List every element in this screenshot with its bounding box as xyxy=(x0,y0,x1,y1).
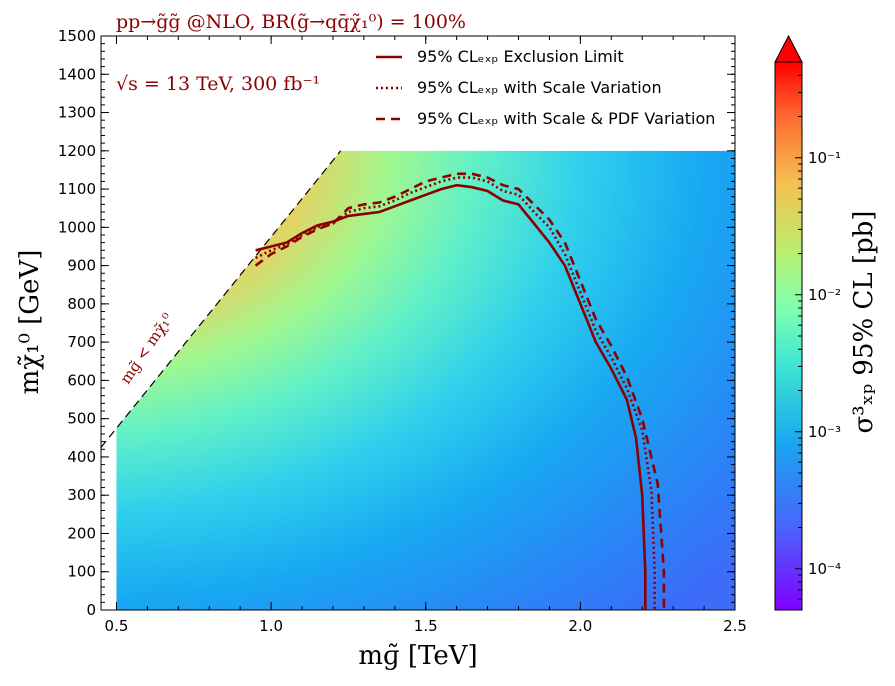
chart-title: pp→g̃g̃ @NLO, BR(g̃→qq̄χ̃₁⁰) = 100% xyxy=(116,11,466,33)
y-tick-label: 0 xyxy=(86,601,96,619)
legend-entry: 95% CLₑₓₚ with Scale Variation xyxy=(417,78,662,97)
colorbar-tick-label: 10⁻⁴ xyxy=(808,560,841,578)
x-tick-label: 2.5 xyxy=(723,617,747,635)
colorbar: 10⁻¹ 10⁻² 10⁻³ 10⁻⁴ σ³ₓₚ 95% CL [pb] xyxy=(774,34,879,611)
colorbar-bar xyxy=(774,61,803,611)
diagonal-boundary-line xyxy=(101,150,342,448)
energy-annotation: √s = 13 TeV, 300 fb⁻¹ xyxy=(116,73,320,95)
contour-line-solid xyxy=(255,183,647,610)
x-tick-label: 1.5 xyxy=(414,617,438,635)
x-axis-title: mɡ̃ [TeV] xyxy=(358,641,477,671)
y-tick-label: 800 xyxy=(67,295,96,313)
y-tick-label: 100 xyxy=(67,563,96,581)
colorbar-tick-label: 10⁻² xyxy=(808,286,841,304)
x-tick-label: 1.0 xyxy=(259,617,283,635)
colorbar-extend-arrow xyxy=(774,34,803,63)
y-tick-label: 1500 xyxy=(58,27,96,45)
y-tick-label: 300 xyxy=(67,486,96,504)
contour-group xyxy=(254,172,666,610)
y-tick-label: 1000 xyxy=(58,218,96,236)
x-axis: 0.5 1.0 1.5 2.0 2.5 xyxy=(105,36,747,635)
y-tick-label: 1400 xyxy=(58,65,96,83)
colorbar-tick-label: 10⁻³ xyxy=(808,423,841,441)
contour-line-dashed xyxy=(254,172,666,610)
x-tick-label: 2.0 xyxy=(568,617,592,635)
y-axis-title: mχ̃₁⁰ [GeV] xyxy=(15,250,45,395)
y-tick-label: 1100 xyxy=(58,180,96,198)
y-tick-label: 500 xyxy=(67,410,96,428)
y-tick-label: 200 xyxy=(67,524,96,542)
y-tick-label: 600 xyxy=(67,371,96,389)
y-axis: 0 100 200 300 400 500 600 700 800 900 1000 1100 1200… xyxy=(58,27,735,619)
y-tick-label: 1300 xyxy=(58,104,96,122)
colorbar-title: σ³ₓₚ 95% CL [pb] xyxy=(849,211,879,434)
colorbar-ticks: 10⁻¹ 10⁻² 10⁻³ 10⁻⁴ xyxy=(795,61,841,611)
legend: 95% CLₑₓₚ Exclusion Limit 95% CLₑₓₚ with … xyxy=(376,47,715,128)
colorbar-tick-label: 10⁻¹ xyxy=(808,149,841,167)
legend-entry: 95% CLₑₓₚ Exclusion Limit xyxy=(417,47,624,66)
legend-entry: 95% CLₑₓₚ with Scale & PDF Variation xyxy=(417,109,715,128)
x-tick-label: 0.5 xyxy=(105,617,129,635)
y-tick-label: 700 xyxy=(67,333,96,351)
y-tick-label: 1200 xyxy=(58,142,96,160)
y-tick-label: 400 xyxy=(67,448,96,466)
y-tick-label: 900 xyxy=(67,257,96,275)
plot-frame xyxy=(100,35,736,611)
